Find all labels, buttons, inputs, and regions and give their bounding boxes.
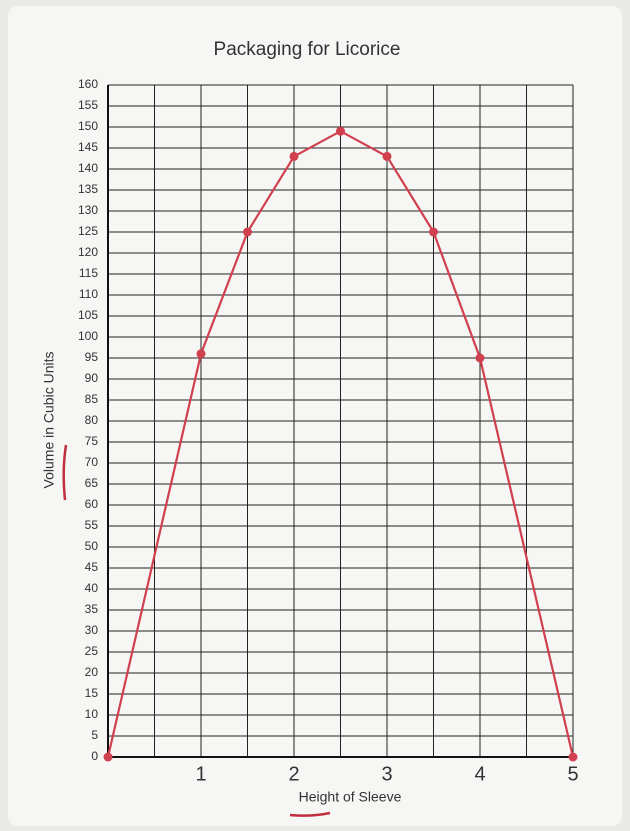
y-tick-label: 120 bbox=[78, 245, 98, 259]
y-tick-label: 85 bbox=[85, 392, 99, 406]
y-tick-label: 140 bbox=[78, 161, 98, 175]
y-tick-label: 5 bbox=[91, 728, 98, 742]
y-tick-label: 100 bbox=[78, 329, 98, 343]
y-tick-label: 0 bbox=[91, 749, 98, 763]
y-tick-label: 105 bbox=[78, 308, 98, 322]
point bbox=[383, 152, 392, 161]
y-tick-label: 115 bbox=[79, 266, 98, 280]
y-tick-label: 135 bbox=[78, 182, 98, 196]
y-tick-label: 130 bbox=[78, 203, 98, 217]
x-tick-label: 1 bbox=[195, 763, 206, 785]
y-tick-label: 155 bbox=[78, 98, 98, 112]
point bbox=[429, 228, 438, 237]
y-tick-label: 55 bbox=[85, 518, 99, 532]
y-tick-label: 20 bbox=[85, 665, 99, 679]
y-axis-label: Volume in Cubic Units bbox=[41, 352, 57, 489]
y-tick-label: 75 bbox=[85, 434, 99, 448]
y-tick-label: 110 bbox=[79, 287, 98, 301]
y-tick-label: 70 bbox=[85, 455, 99, 469]
y-tick-label: 65 bbox=[85, 476, 99, 490]
x-tick-label: 4 bbox=[474, 763, 485, 785]
point bbox=[336, 127, 345, 136]
y-tick-label: 45 bbox=[85, 560, 99, 574]
x-tick-label: 3 bbox=[381, 763, 392, 785]
x-axis-label: Height of Sleeve bbox=[299, 789, 402, 805]
y-tick-label: 35 bbox=[85, 602, 99, 616]
x-tick-label: 5 bbox=[567, 763, 578, 785]
x-tick-label: 2 bbox=[288, 763, 299, 785]
point bbox=[290, 152, 299, 161]
y-tick-label: 40 bbox=[85, 581, 99, 595]
y-tick-label: 150 bbox=[78, 119, 98, 133]
point bbox=[569, 753, 578, 762]
chart: Packaging for Licorice Height of Sleeve … bbox=[0, 0, 630, 831]
y-tick-label: 50 bbox=[85, 539, 99, 553]
y-tick-label: 25 bbox=[85, 644, 99, 658]
y-tick-label: 60 bbox=[85, 497, 99, 511]
point bbox=[197, 349, 206, 358]
y-tick-label: 95 bbox=[85, 350, 99, 364]
y-tick-label: 10 bbox=[85, 707, 99, 721]
y-tick-label: 90 bbox=[85, 371, 99, 385]
y-tick-label: 145 bbox=[78, 140, 98, 154]
point bbox=[476, 354, 485, 363]
y-tick-label: 160 bbox=[78, 77, 98, 91]
point bbox=[104, 753, 113, 762]
paper bbox=[8, 6, 622, 826]
point bbox=[243, 228, 252, 237]
y-tick-label: 80 bbox=[85, 413, 99, 427]
y-tick-label: 15 bbox=[85, 686, 99, 700]
chart-title: Packaging for Licorice bbox=[214, 39, 401, 60]
y-tick-label: 30 bbox=[85, 623, 99, 637]
y-tick-label: 125 bbox=[78, 224, 98, 238]
